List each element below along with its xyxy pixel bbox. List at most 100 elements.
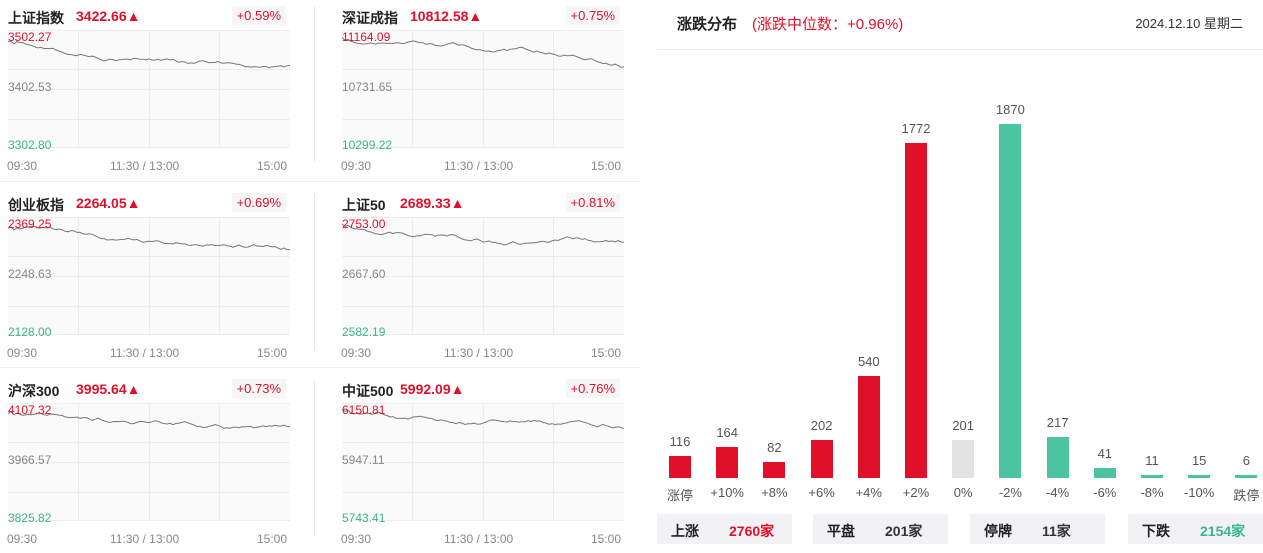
distribution-bar[interactable]: [857, 375, 880, 478]
axis-high-label: 2369.25: [8, 217, 52, 231]
distribution-bar[interactable]: [999, 124, 1022, 478]
time-end-label: 15:00: [591, 532, 622, 546]
bar-value-label: 82: [767, 440, 782, 456]
intraday-chart: [8, 217, 290, 335]
bar-category-label: +6%: [808, 485, 835, 500]
distribution-bar[interactable]: [1046, 436, 1069, 478]
horizontal-divider: [0, 181, 640, 182]
distribution-title: 涨跌分布: [677, 16, 738, 33]
intraday-chart: [342, 403, 624, 521]
bar-value-label: 1772: [901, 120, 931, 136]
bar-category-label: +8%: [761, 485, 788, 500]
bar-category-label: -8%: [1140, 485, 1164, 500]
bar-value-label: 540: [857, 353, 880, 369]
time-end-label: 15:00: [257, 159, 288, 173]
summary-box: 停牌 11家: [970, 514, 1105, 544]
intraday-chart-svg: [8, 30, 290, 148]
bar-category-label: +2%: [902, 485, 930, 500]
distribution-date: 2024.12.10 星期二: [1135, 16, 1243, 31]
summary-value: 2154家: [1200, 523, 1246, 539]
index-change-pct: +0.59%: [231, 6, 286, 25]
bar-category-label: 涨停: [666, 488, 693, 503]
axis-high-label: 4107.32: [8, 403, 52, 417]
intraday-chart-svg: [342, 30, 624, 148]
bar-value-label: 1870: [995, 102, 1025, 117]
axis-low-label: 10299.22: [342, 138, 393, 152]
bar-value-label: 41: [1097, 446, 1113, 461]
distribution-bar[interactable]: [716, 446, 739, 478]
axis-high-label: 2753.00: [342, 217, 386, 231]
index-change-pct: +0.76%: [565, 379, 620, 398]
intraday-chart-svg: [342, 403, 624, 521]
time-end-label: 15:00: [257, 346, 288, 360]
distribution-bar[interactable]: [810, 439, 833, 478]
intraday-chart-svg: [342, 217, 624, 335]
intraday-chart: [8, 30, 290, 148]
index-panel-cyb[interactable]: 创业板指 2264.05▲ +0.69% 2369.25 2248.63 2128.00 0…: [0, 187, 290, 367]
index-panel-hs300[interactable]: 沪深300 3995.64▲ +0.73% 4107.32 3966.57 3825.82…: [0, 373, 290, 553]
index-name: 中证500: [342, 383, 394, 399]
distribution-bar[interactable]: [669, 456, 691, 478]
intraday-chart: [342, 217, 624, 335]
bar-category-label: -6%: [1093, 485, 1117, 500]
index-price: 3422.66▲: [76, 8, 141, 24]
axis-low-label: 2582.19: [342, 325, 386, 339]
distribution-bar[interactable]: [1141, 475, 1163, 478]
summary-box: 下跌 2154家: [1128, 514, 1263, 544]
index-name: 深证成指: [342, 10, 398, 26]
bar-value-label: 164: [716, 424, 739, 440]
time-end-label: 15:00: [591, 159, 622, 173]
distribution-bar[interactable]: [952, 439, 975, 478]
price-line: [342, 409, 624, 429]
time-mid-label: 11:30 / 13:00: [110, 532, 180, 546]
price-line: [342, 36, 624, 68]
axis-high-label: 11164.09: [342, 30, 391, 44]
axis-mid-label: 2248.63: [8, 267, 52, 281]
price-line: [8, 40, 290, 69]
distribution-bar[interactable]: [1235, 475, 1258, 478]
distribution-bar[interactable]: [905, 142, 927, 478]
distribution-bar[interactable]: [1093, 468, 1116, 478]
bar-value-label: 116: [669, 434, 691, 449]
time-mid-label: 11:30 / 13:00: [444, 346, 514, 360]
index-change-pct: +0.69%: [231, 193, 286, 212]
index-name: 上证指数: [8, 10, 64, 26]
time-end-label: 15:00: [257, 532, 288, 546]
bar-value-label: 15: [1191, 453, 1207, 468]
axis-low-label: 5743.41: [342, 511, 386, 525]
time-start-label: 09:30: [7, 532, 38, 546]
axis-low-label: 2128.00: [8, 325, 52, 339]
axis-low-label: 3825.82: [8, 511, 52, 525]
price-line: [8, 411, 290, 429]
distribution-bar[interactable]: [1188, 475, 1211, 478]
time-mid-label: 11:30 / 13:00: [444, 532, 514, 546]
bar-value-label: 202: [810, 417, 833, 433]
summary-value: 201家: [885, 523, 923, 539]
summary-box: 平盘 201家: [813, 514, 948, 544]
time-start-label: 09:30: [341, 346, 372, 360]
index-price: 3995.64▲: [76, 381, 141, 397]
axis-mid-label: 10731.65: [342, 80, 393, 94]
index-panel-sh[interactable]: 上证指数 3422.66▲ +0.59% 3502.27 3402.53 3302.80 0…: [0, 0, 290, 180]
index-panel-sz[interactable]: 深证成指 10812.58▲ +0.75% 11164.09 10731.65 10299…: [334, 0, 624, 180]
summary-key: 停牌: [984, 523, 1012, 539]
bar-category-label: +10%: [710, 485, 744, 500]
time-end-label: 15:00: [591, 346, 622, 360]
index-price: 5992.09▲: [400, 381, 465, 397]
bar-category-label: -10%: [1184, 485, 1215, 500]
summary-key: 下跌: [1142, 523, 1170, 539]
bar-category-label: -2%: [998, 485, 1022, 500]
horizontal-divider: [0, 367, 640, 368]
index-panel-sz50[interactable]: 上证50 2689.33▲ +0.81% 2753.00 2667.60 2582.19 0…: [334, 187, 624, 367]
distribution-bar[interactable]: [763, 462, 786, 478]
time-mid-label: 11:30 / 13:00: [110, 346, 180, 360]
time-start-label: 09:30: [7, 159, 38, 173]
axis-mid-label: 3966.57: [8, 453, 52, 467]
distribution-median: (涨跌中位数：+0.96%): [752, 16, 904, 33]
axis-mid-label: 2667.60: [342, 267, 386, 281]
index-change-pct: +0.73%: [231, 379, 286, 398]
summary-key: 上涨: [671, 523, 699, 539]
vertical-divider: [314, 380, 315, 536]
bar-category-label: 跌停: [1233, 488, 1260, 503]
index-panel-zz500[interactable]: 中证500 5992.09▲ +0.76% 6150.81 5947.11 5743.41…: [334, 373, 624, 553]
